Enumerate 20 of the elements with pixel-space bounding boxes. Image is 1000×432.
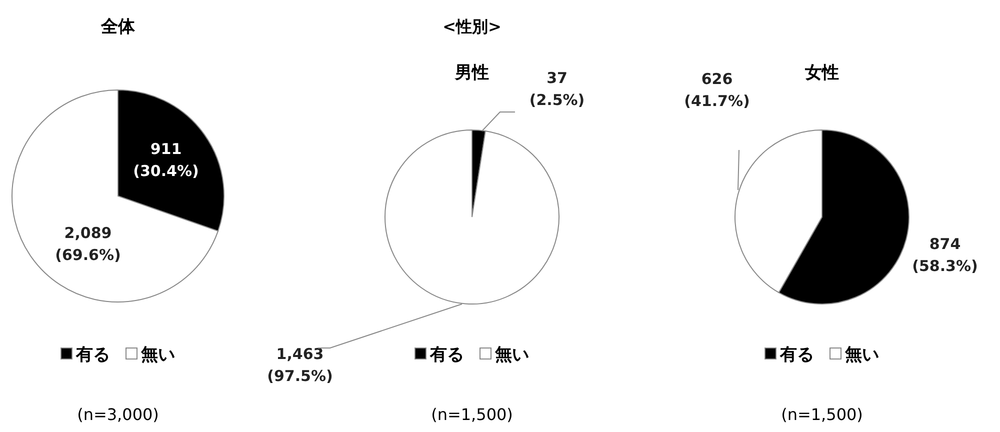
data-label: 37 (2.5%): [529, 69, 585, 109]
text: (n=3,000): [77, 405, 159, 424]
chart-subtitle: <性別>: [442, 17, 502, 36]
legend-label: 無い: [140, 345, 175, 365]
chart-title: 男性: [454, 63, 489, 83]
pie-slice: [384, 130, 560, 304]
data-label: 2,089 (69.6%): [55, 224, 121, 264]
legend-label: 有る: [75, 345, 110, 365]
data-label: 1,463 (97.5%): [267, 345, 333, 385]
data-label: 626 (41.7%): [684, 70, 750, 110]
legend-label: 無い: [494, 345, 529, 365]
text: (n=1,500): [431, 405, 513, 424]
data-label: 874 (58.3%): [912, 235, 978, 275]
legend-label: 有る: [429, 345, 464, 365]
legend-label: 有る: [779, 345, 814, 365]
data-label: 911 (30.4%): [133, 140, 199, 180]
chart-title: 全体: [100, 17, 136, 37]
chart-title: 女性: [804, 63, 839, 83]
text: (n=1,500): [781, 405, 863, 424]
legend-label: 無い: [844, 345, 879, 365]
